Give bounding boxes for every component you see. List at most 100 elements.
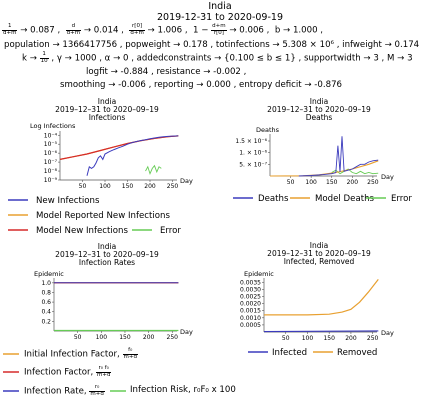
x-tick-label: 100 [302,335,314,342]
legend-deaths-error: Error [391,194,412,204]
x-tick-label: 100 [96,334,108,341]
y-tick-label: 0.0030 [240,286,261,293]
x-tick-label: 150 [119,334,131,341]
params-row-2: population → 1366417756 , popweight → 0.… [4,40,420,50]
removed-legend: Infected Removed [248,348,377,358]
series-model-new-infections [59,135,179,160]
x-tick-label: 50 [74,334,82,341]
y-tick-label: 0.0025 [240,293,261,300]
y-tick-label: 0.0035 [240,279,261,286]
infections-title-1: India [98,97,116,106]
y-tick-label: 5. × 10⁻⁷ [239,161,267,168]
rates-xlabel: Day [180,328,193,336]
param-frac-3: r[0] d+m [129,23,145,36]
removed-ylabel: Epidemic [244,270,274,278]
removed-title-1: India [310,241,328,250]
rates-y-ticks: 1.0 0.8 0.6 0.4 0.2 [41,280,54,325]
deaths-series [269,136,379,177]
legend-infection-factor: Infection Factor, r₀ f₀ m+d [24,365,112,378]
x-tick-label: 50 [282,335,290,342]
removed-title-2: 2019–12–31 to 2020–09–19 [267,249,371,258]
infections-series [59,135,179,176]
y-tick-label: 10⁻⁴ [44,132,58,139]
infections-ylabel: Log Infections [30,122,76,130]
x-tick-label: 200 [345,335,357,342]
y-tick-label: 10⁻⁹ [44,177,58,184]
params-row-4: logfit → -0.884 , resistance → -0.002 , [86,67,247,77]
x-tick-label: 200 [144,183,156,190]
legend-model-reported-new-infections: Model Reported New Infections [36,211,170,221]
y-tick-label: 0.0015 [240,308,261,315]
param-frac-1: 1 d+m [2,23,18,36]
x-tick-label: 150 [326,179,338,186]
rates-title-1: India [98,242,116,251]
x-tick-label: 250 [167,334,179,341]
deaths-ylabel: Deaths [256,126,280,134]
param-frac-2: d d+m [65,23,82,36]
series-deaths [298,136,379,177]
deaths-title-3: Deaths [306,113,333,122]
x-tick-label: 100 [99,183,111,190]
y-tick-label: 0.0020 [240,301,261,308]
deaths-title-1: India [310,97,328,106]
legend-frac-1: f₀ m+d [122,347,138,360]
legend-frac-3: r₀ m+d [89,384,105,397]
infections-chart: India 2019–12–31 to 2020–09–19 Infection… [30,97,193,190]
series-error [331,168,379,175]
y-tick-label: 10⁻⁵ [44,141,58,148]
y-tick-label: 10⁻⁸ [44,168,58,175]
param-frac-4: d+m r[0] [211,23,227,36]
deaths-y-ticks: 1.5 × 10⁻⁶ 1. × 10⁻⁶ 5. × 10⁻⁷ [235,138,270,168]
series-model-deaths [269,160,379,177]
y-tick-label: 10⁻⁷ [44,159,58,166]
y-tick-label: 0.0010 [240,315,261,322]
y-tick-label: 1.0 [41,280,51,287]
y-tick-label: 0.0005 [240,322,261,329]
legend-deaths: Deaths [258,194,289,204]
deaths-chart: India 2019–12–31 to 2020–09–19 Deaths De… [235,97,394,186]
removed-y-ticks: 0.00350.00300.00250.00200.00150.00100.00… [240,279,264,329]
x-tick-label: 150 [122,183,134,190]
y-tick-label: 0.6 [41,299,51,306]
x-tick-label: 250 [367,335,379,342]
params-row-3: k → 1 10 , γ → 1000 , α → 0 , addedconstr… [22,51,413,64]
y-tick-label: 0.8 [41,289,51,296]
header-date-range: 2019-12-31 to 2020-09-19 [157,12,283,23]
x-tick-label: 250 [367,179,379,186]
y-tick-label: 1.5 × 10⁻⁶ [235,138,267,145]
legend-removed: Removed [337,348,377,358]
x-tick-label: 150 [323,335,335,342]
x-tick-label: 50 [79,183,87,190]
header-country: India [208,1,232,12]
legend-infected: Infected [272,348,307,358]
x-tick-label: 250 [167,183,179,190]
deaths-xlabel: Day [381,173,394,181]
params-row-1: 1 d+m → 0.087 , d d+m → 0.014 , r[0] d+m → … [2,23,324,36]
series-error [145,164,162,175]
x-tick-label: 50 [287,179,295,186]
legend-infection-risk: Infection Risk, r₀F₀ x 100 [130,385,236,395]
rates-title-3: Infection Rates [79,258,135,267]
rates-x-ticks: 50 100 150 200 250 [74,331,178,341]
params-row-5: smoothing → -0.006 , reporting → 0.000 ,… [60,80,343,90]
legend-infection-rate: Infection Rate, r₀ m+d [24,384,105,397]
rates-chart: India 2019–12–31 to 2020–09–19 Infection… [34,242,193,341]
rates-series [54,282,179,332]
removed-title-3: Infected, Removed [284,257,355,266]
infections-title-3: Infections [89,113,126,122]
removed-series [263,279,379,333]
y-tick-label: 1. × 10⁻⁶ [239,150,267,157]
rates-legend-swatches [3,353,126,392]
y-tick-label: 10⁻⁶ [44,150,58,157]
legend-model-deaths: Model Deaths [315,194,375,204]
removed-xlabel: Day [381,329,394,337]
legend-model-new-infections: Model New Infections [36,226,128,236]
deaths-x-ticks: 50 100 150 200 250 [287,176,379,186]
infections-y-ticks: 10⁻⁴ 10⁻⁵ 10⁻⁶ 10⁻⁷ 10⁻⁸ 10⁻⁹ [44,132,60,184]
removed-x-ticks: 50 100 150 200 250 [282,332,379,342]
legend-frac-2: r₀ f₀ m+d [95,365,112,378]
x-tick-label: 100 [305,179,317,186]
param-frac-k: 1 10 [39,51,49,64]
rates-ylabel: Epidemic [34,270,64,278]
